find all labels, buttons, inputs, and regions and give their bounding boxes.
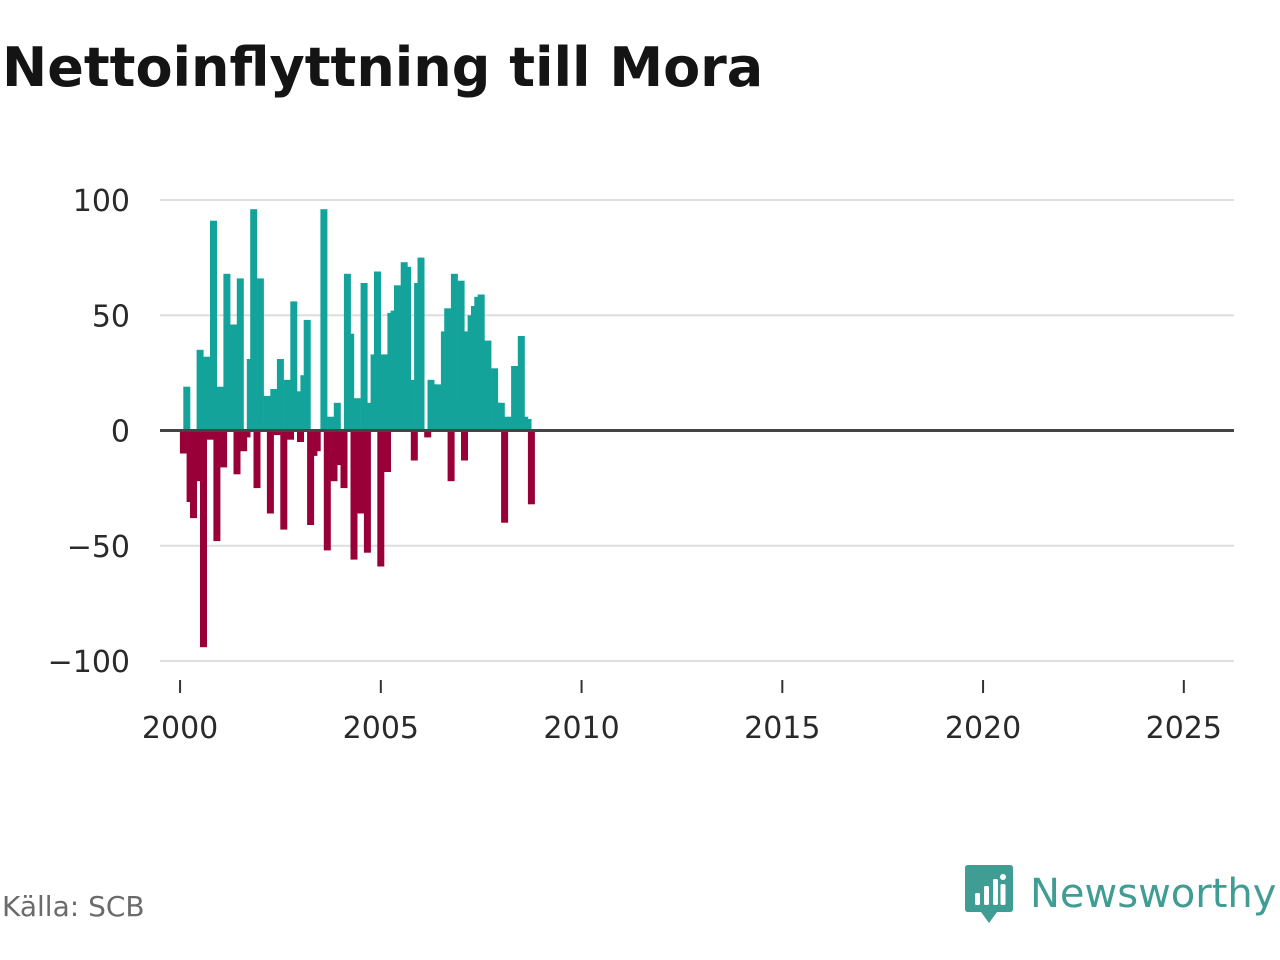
bar [243, 430, 251, 438]
brand-name: Newsworthy [1030, 871, 1277, 917]
bar [417, 257, 425, 431]
bar [374, 271, 381, 431]
bar [434, 384, 442, 431]
bar [323, 430, 331, 551]
y-tick-label: −100 [48, 645, 130, 680]
bar [377, 430, 385, 567]
bar [303, 319, 311, 431]
bar [360, 283, 368, 431]
bar [501, 430, 509, 523]
bar [307, 430, 315, 525]
bar [200, 430, 207, 648]
bar [220, 430, 228, 468]
bar [447, 430, 455, 482]
bar [276, 359, 284, 431]
bar [293, 391, 301, 431]
bar [424, 430, 432, 438]
bar [410, 430, 418, 461]
bar [320, 209, 328, 431]
y-tick-label: 50 [92, 299, 130, 334]
bar [236, 278, 244, 431]
bar [206, 430, 214, 440]
bar [179, 430, 187, 454]
bar [527, 430, 535, 505]
bar [357, 430, 365, 514]
x-tick-label: 2000 [142, 711, 218, 746]
bar [327, 416, 335, 431]
bar [340, 430, 348, 489]
bar [394, 285, 401, 431]
bar-layer [179, 209, 535, 648]
bar [491, 368, 499, 431]
chart-title: Nettoinflyttning till Mora [2, 36, 764, 99]
x-tick-label: 2005 [343, 711, 419, 746]
bar [210, 220, 217, 431]
bar [233, 430, 241, 475]
bar [350, 430, 358, 560]
bar [287, 430, 294, 440]
bar [384, 430, 391, 472]
bar [457, 280, 465, 431]
source-label: Källa: SCB [2, 890, 145, 923]
axis-layer: 100 50 0 −50 −100 2000 2005 2010 2015 2020 2025 [48, 184, 1222, 746]
x-tick-label: 2025 [1146, 711, 1222, 746]
x-tick-label: 2015 [744, 711, 820, 746]
bar [363, 430, 371, 553]
x-tick-label: 2020 [945, 711, 1021, 746]
bar [290, 301, 298, 431]
bar [216, 386, 224, 431]
y-tick-label: 100 [73, 184, 130, 219]
bar [333, 402, 341, 431]
bar [250, 209, 258, 431]
bar [213, 430, 221, 542]
bar [280, 430, 288, 530]
brand-logo[interactable]: Newsworthy [964, 862, 1276, 926]
bar [270, 389, 278, 431]
bar [266, 430, 274, 514]
x-tick-label: 2010 [543, 711, 619, 746]
bar [517, 336, 525, 431]
bar [477, 294, 485, 431]
bar [380, 354, 388, 431]
bar [524, 419, 532, 431]
bar [283, 379, 291, 431]
bar [240, 430, 248, 452]
bar [330, 430, 338, 482]
bar [347, 333, 355, 431]
newsworthy-logo-icon [965, 865, 1013, 923]
bar [497, 402, 505, 431]
bar [407, 379, 415, 431]
y-tick-label: 0 [111, 415, 130, 450]
bar [353, 398, 361, 431]
bar [273, 430, 281, 436]
bar [313, 430, 321, 452]
bar [183, 386, 191, 431]
bar [203, 356, 211, 431]
bar [193, 430, 201, 482]
bar [196, 349, 204, 431]
bar [404, 266, 412, 431]
bar [450, 273, 458, 431]
bar [256, 278, 264, 431]
grid-layer [160, 199, 1234, 662]
bar [444, 308, 452, 431]
bar [253, 430, 261, 489]
y-tick-label: −50 [67, 530, 130, 565]
bar [263, 395, 271, 431]
bar [230, 324, 238, 431]
bar [484, 340, 492, 431]
bar [461, 430, 468, 461]
bar [297, 430, 304, 442]
